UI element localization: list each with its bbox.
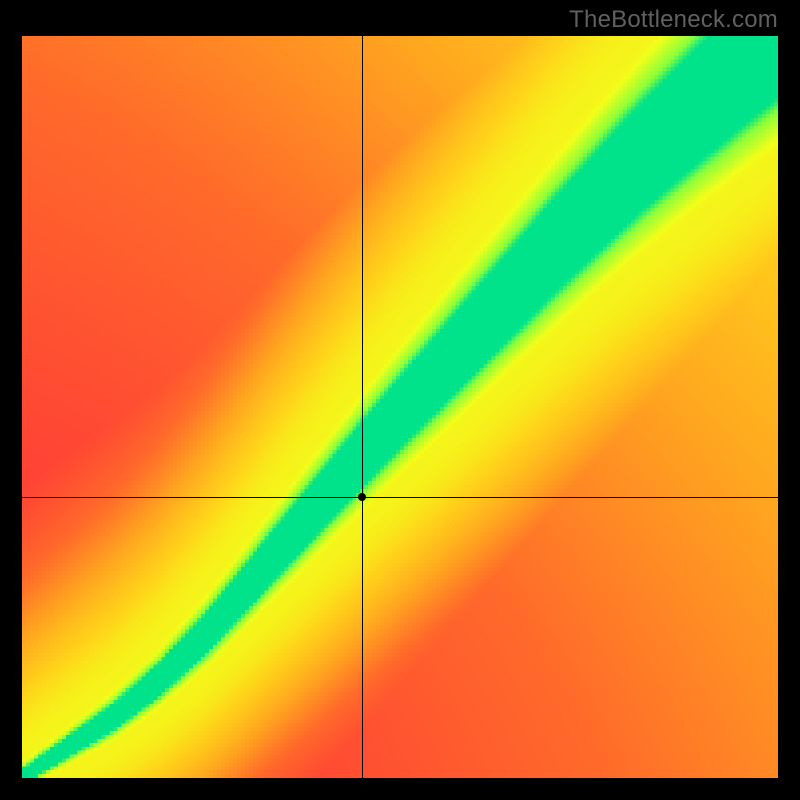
plot-area xyxy=(22,36,778,778)
watermark-text: TheBottleneck.com xyxy=(569,6,778,34)
figure-frame: TheBottleneck.com xyxy=(0,0,800,800)
bottleneck-heatmap xyxy=(22,36,778,778)
selection-marker xyxy=(358,493,366,501)
crosshair-vertical xyxy=(362,36,363,778)
crosshair-horizontal xyxy=(22,497,778,498)
